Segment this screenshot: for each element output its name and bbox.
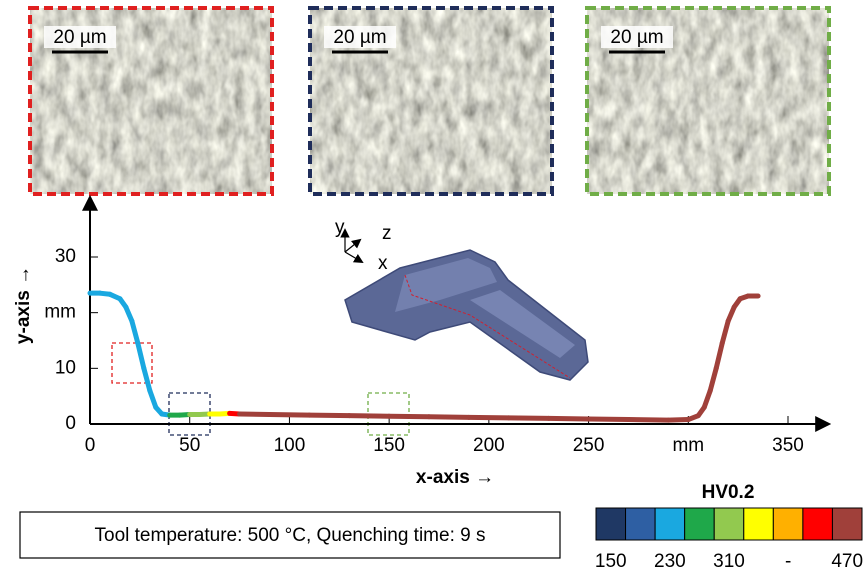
profile-segment [132, 321, 138, 343]
colorbar-swatch [773, 508, 803, 540]
profile-segment [628, 420, 668, 421]
x-axis-label: x-axis → [416, 467, 494, 488]
colorbar-tick-label: 310 [713, 551, 745, 572]
y-tick-label: 0 [65, 413, 76, 434]
axis-triad-label: x [378, 253, 388, 274]
x-tick-label: mm [672, 435, 704, 456]
scale-label: 20 µm [53, 27, 106, 48]
profile-segment [469, 417, 509, 418]
y-tick-label: 10 [55, 357, 76, 378]
profile-segment [269, 415, 309, 416]
colorbar-tick-label: - [785, 551, 791, 572]
profile-segment [549, 418, 589, 419]
y-tick-label: mm [44, 302, 76, 323]
axis-triad-label: z [382, 223, 392, 244]
colorbar-swatch [744, 508, 774, 540]
profile-segment [389, 416, 429, 417]
profile-segment [309, 415, 349, 416]
colorbar-swatch [832, 508, 862, 540]
colorbar-swatch [714, 508, 744, 540]
x-tick-label: 200 [473, 435, 505, 456]
profile-segment [589, 419, 629, 420]
profile-segment [722, 321, 728, 343]
colorbar-swatch [655, 508, 685, 540]
profile-segment [509, 418, 549, 419]
region-boxes [112, 343, 409, 435]
profile-segment [716, 343, 722, 368]
profile-segment [668, 420, 688, 421]
profile-segment [150, 391, 156, 408]
x-tick-label: 150 [373, 435, 405, 456]
scale-label: 20 µm [333, 27, 386, 48]
scale-label: 20 µm [610, 27, 663, 48]
colorbar-tick-label: 230 [654, 551, 686, 572]
colorbar-swatch [685, 508, 715, 540]
profile-segment [710, 368, 716, 390]
colorbar-swatch [626, 508, 656, 540]
x-tick-label: 350 [772, 435, 804, 456]
x-tick-label: 100 [274, 435, 306, 456]
x-tick-label: 50 [179, 435, 200, 456]
x-tick-label: 250 [573, 435, 605, 456]
profile-segment [704, 391, 710, 408]
figure: 20 µm 20 µm 20 µm 0 50 100 150 200 250 mm 350 0 10 m… [0, 0, 865, 573]
colorbar-swatch [803, 508, 833, 540]
profile-segment [349, 416, 389, 417]
profile-segment [138, 343, 144, 368]
x-tick-label: 0 [85, 435, 96, 456]
annotation: Tool temperature: 500 °C, Quenching time… [95, 525, 486, 546]
colorbar-tick-label: 470 [831, 551, 863, 572]
colorbar-tick-label: 150 [595, 551, 627, 572]
colorbar-swatch [596, 508, 626, 540]
colorbar-title: HV0.2 [702, 482, 755, 503]
y-tick-label: 30 [55, 246, 76, 267]
plot: 0 50 100 150 200 250 mm 350 0 10 mm 30 x-axis → y-axi… [13, 198, 828, 488]
micrographs: 20 µm 20 µm 20 µm [30, 8, 829, 194]
profile-segment [429, 417, 469, 418]
profile-segment [144, 368, 150, 390]
y-axis-label: y-axis → [13, 266, 34, 344]
axis-triad-label: y [335, 217, 345, 238]
profile-segment [240, 414, 270, 415]
